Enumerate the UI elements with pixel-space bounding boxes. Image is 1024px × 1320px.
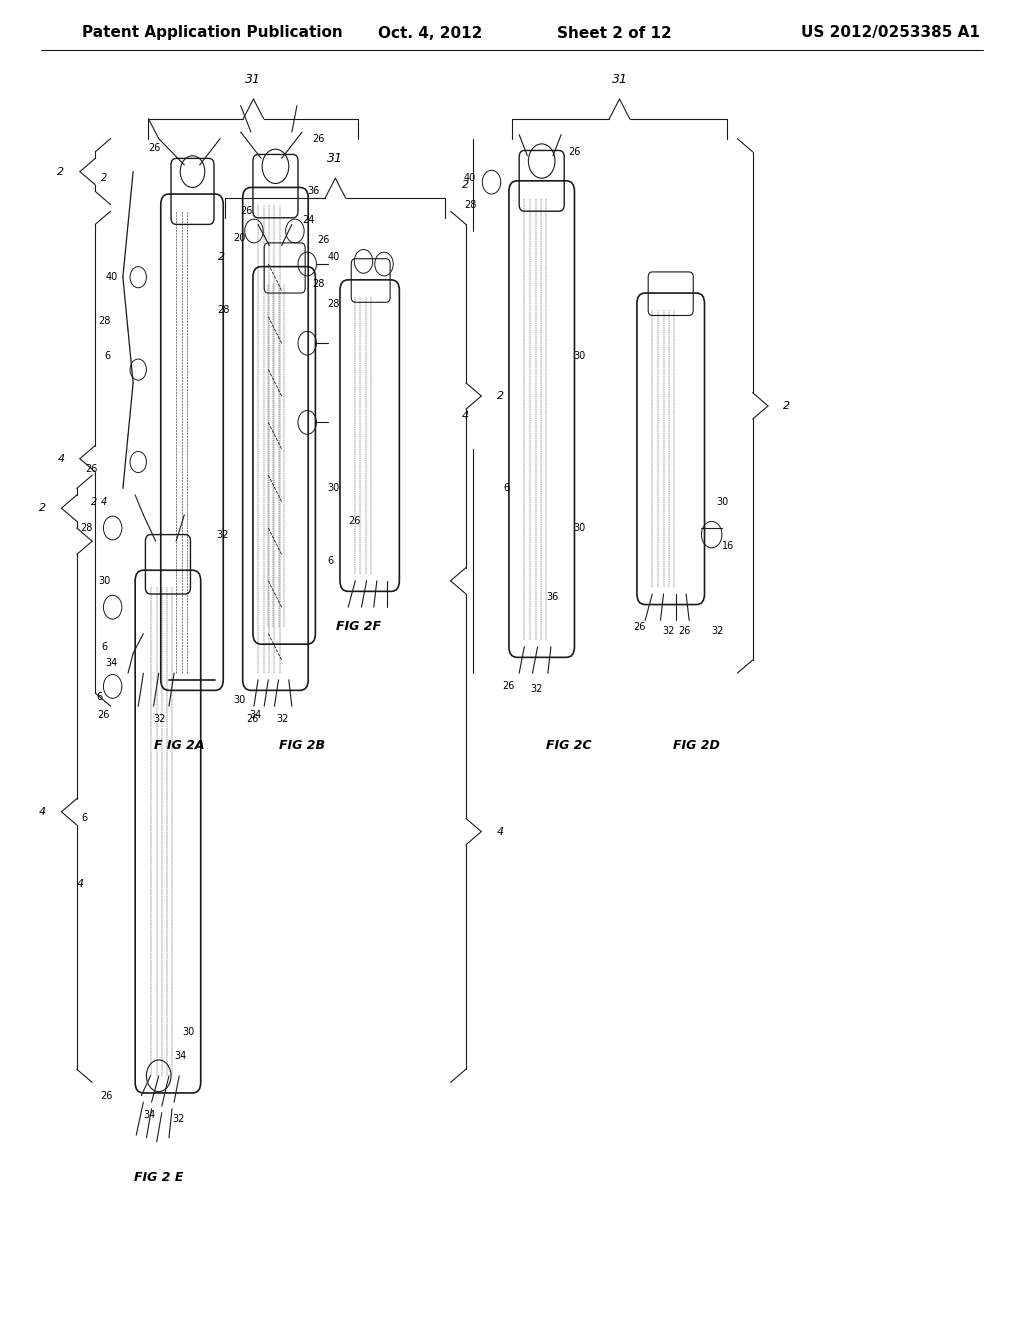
Text: 30: 30	[328, 483, 340, 494]
Text: 26: 26	[97, 710, 110, 721]
Text: 2: 2	[39, 503, 46, 513]
Text: 20: 20	[233, 232, 246, 243]
Text: 30: 30	[98, 576, 111, 586]
Text: 32: 32	[276, 714, 289, 725]
Text: 36: 36	[307, 186, 319, 197]
Text: FIG 2F: FIG 2F	[336, 620, 381, 634]
Text: 4: 4	[497, 826, 504, 837]
Text: 28: 28	[98, 315, 111, 326]
Text: US 2012/0253385 A1: US 2012/0253385 A1	[802, 25, 980, 41]
Text: 4: 4	[101, 496, 108, 507]
Text: 6: 6	[81, 813, 87, 824]
Text: 4: 4	[462, 411, 469, 421]
Text: 28: 28	[312, 279, 325, 289]
Text: 36: 36	[546, 591, 558, 602]
Text: 2: 2	[57, 166, 65, 177]
Text: 26: 26	[312, 133, 325, 144]
Text: 34: 34	[105, 657, 118, 668]
Text: 26: 26	[85, 463, 97, 474]
Text: 32: 32	[154, 714, 166, 725]
Text: Oct. 4, 2012: Oct. 4, 2012	[378, 25, 482, 41]
Text: FIG 2D: FIG 2D	[673, 739, 720, 752]
Text: 26: 26	[502, 681, 514, 692]
Text: 32: 32	[216, 529, 228, 540]
Text: 32: 32	[712, 626, 724, 636]
Text: 26: 26	[246, 714, 258, 725]
Text: 31: 31	[611, 73, 628, 86]
Text: 2: 2	[101, 173, 108, 183]
Text: 34: 34	[143, 1110, 156, 1121]
Text: 28: 28	[217, 305, 229, 315]
Text: 26: 26	[241, 206, 253, 216]
Text: FIG 2B: FIG 2B	[280, 739, 325, 752]
Text: 40: 40	[464, 173, 476, 183]
Text: 30: 30	[717, 496, 729, 507]
Text: 4: 4	[57, 454, 65, 463]
Text: 24: 24	[302, 215, 314, 226]
Text: 6: 6	[96, 692, 102, 702]
Text: FIG 2 E: FIG 2 E	[134, 1171, 183, 1184]
Text: 16: 16	[722, 541, 734, 552]
Text: 30: 30	[182, 1027, 195, 1038]
Text: 31: 31	[328, 152, 343, 165]
Text: F IG 2A: F IG 2A	[154, 739, 205, 752]
Text: 6: 6	[104, 351, 111, 362]
Text: 31: 31	[246, 73, 261, 86]
Text: 28: 28	[80, 523, 92, 533]
Text: 2: 2	[497, 391, 504, 401]
Text: 32: 32	[530, 684, 543, 694]
Text: 26: 26	[568, 147, 581, 157]
Text: 32: 32	[172, 1114, 184, 1125]
Text: 6: 6	[504, 483, 510, 494]
Text: 2: 2	[218, 252, 225, 263]
Text: 2: 2	[783, 401, 791, 411]
Text: Sheet 2 of 12: Sheet 2 of 12	[557, 25, 672, 41]
Text: Patent Application Publication: Patent Application Publication	[82, 25, 343, 41]
Text: 26: 26	[678, 626, 690, 636]
Text: 28: 28	[328, 298, 340, 309]
Text: 30: 30	[233, 694, 246, 705]
Text: 26: 26	[348, 516, 360, 527]
Text: 32: 32	[663, 626, 675, 636]
Text: 30: 30	[573, 523, 586, 533]
Text: 4: 4	[77, 879, 84, 890]
Text: 6: 6	[101, 642, 108, 652]
Text: 26: 26	[633, 622, 645, 632]
Text: 26: 26	[317, 235, 330, 246]
Text: 26: 26	[148, 143, 161, 153]
Text: 34: 34	[174, 1051, 186, 1061]
Text: 4: 4	[39, 807, 46, 817]
Text: 40: 40	[328, 252, 340, 263]
Text: FIG 2C: FIG 2C	[546, 739, 591, 752]
Text: 26: 26	[100, 1090, 113, 1101]
Text: 40: 40	[105, 272, 118, 282]
Text: 6: 6	[328, 556, 334, 566]
Text: 2: 2	[91, 496, 97, 507]
Text: 2: 2	[462, 180, 469, 190]
Text: 28: 28	[464, 199, 476, 210]
Text: 34: 34	[249, 710, 261, 721]
Text: 30: 30	[573, 351, 586, 362]
